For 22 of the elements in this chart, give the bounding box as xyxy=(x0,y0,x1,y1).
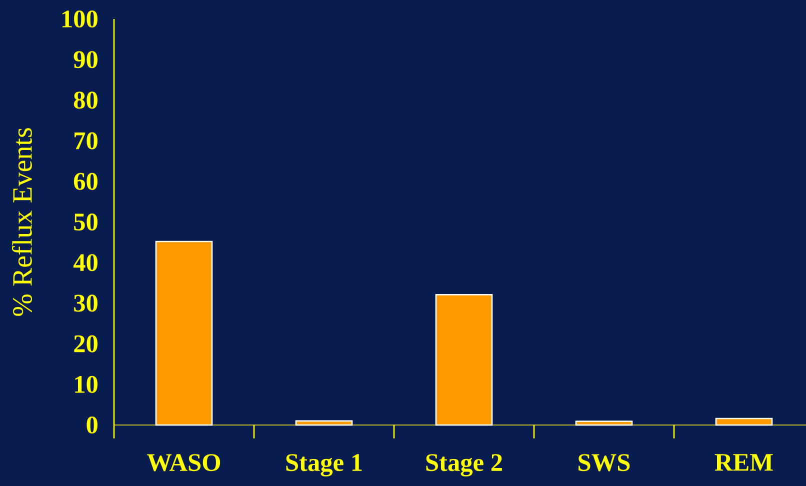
bar xyxy=(155,240,213,426)
y-tick-label: 30 xyxy=(74,294,98,312)
y-axis-title: % Reflux Events xyxy=(12,128,32,316)
y-tick-label: 60 xyxy=(74,172,98,190)
x-tick-label: REM xyxy=(714,454,773,471)
y-tick-label: 20 xyxy=(74,335,98,352)
y-tick-label: 90 xyxy=(74,51,98,68)
x-tick-label: WASO xyxy=(147,454,220,472)
x-tick-label: Stage 2 xyxy=(426,454,502,476)
y-tick-label: 10 xyxy=(75,376,98,393)
y-tick-label: 0 xyxy=(86,416,98,434)
bar xyxy=(435,294,493,426)
bar xyxy=(715,418,773,426)
y-tick-label: 80 xyxy=(74,92,98,109)
y-tick-label: 70 xyxy=(74,132,98,150)
y-tick-label: 50 xyxy=(74,213,98,231)
x-tick-label: Stage 1 xyxy=(286,454,362,476)
x-tick-label: SWS xyxy=(578,454,630,472)
y-tick-label: 100 xyxy=(62,10,98,28)
bar xyxy=(575,420,633,426)
y-tick-label: 40 xyxy=(73,254,98,272)
bar xyxy=(295,420,353,426)
